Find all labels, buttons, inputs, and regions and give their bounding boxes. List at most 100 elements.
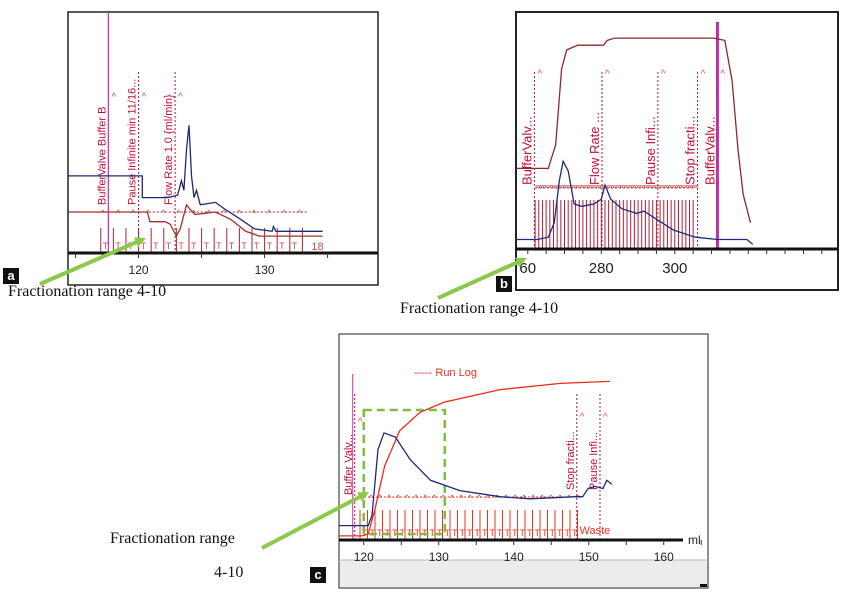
caret-mark: ^ <box>623 184 627 193</box>
caret-mark: ^ <box>548 184 552 193</box>
fraction-label: T <box>415 528 421 538</box>
fraction-label: T <box>505 528 511 538</box>
caret-mark: ^ <box>656 184 660 193</box>
caret-mark: ^ <box>689 184 693 193</box>
caret-mark: ^ <box>682 184 686 193</box>
caret-mark: ^ <box>629 184 633 193</box>
event-label: Flow Rate 1.0 {ml/min} <box>163 94 175 205</box>
caret-mark: ^ <box>588 184 592 193</box>
caret-mark: ^ <box>504 493 509 503</box>
event-label: Pause Infi... <box>588 432 600 490</box>
panel-frame <box>515 11 839 291</box>
uv-trace <box>516 159 754 245</box>
fraction-label: T <box>482 528 488 538</box>
caret-mark: ^ <box>616 184 620 193</box>
caret-mark: ^ <box>552 184 556 193</box>
caret-mark: ^ <box>405 493 410 503</box>
caret-mark: ^ <box>658 184 662 193</box>
x-tick-label: 300 <box>662 260 687 277</box>
caret-mark: ^ <box>618 184 622 193</box>
event-caret: ^ <box>720 69 725 80</box>
scrollbar-track <box>340 560 707 587</box>
caret-mark: ^ <box>587 184 591 193</box>
caret-mark: ^ <box>579 184 583 193</box>
caret-mark: ^ <box>572 184 576 193</box>
caret-mark: ^ <box>621 184 625 193</box>
caret-mark: ^ <box>610 184 614 193</box>
caret-mark: ^ <box>561 184 565 193</box>
plot-area: TTTTTTTTTTTTTTTT^^^^^^^^^^^^^^18BufferVa… <box>68 12 324 253</box>
fraction-label: T <box>254 241 260 251</box>
plot-area: T T T T T T T T T T T T T T T T T T T T T T T T T T T T T^ ^ ^ ^ ^ ^ ^ ^ ^ ^ ^… <box>339 374 708 587</box>
caret-mark: ^ <box>369 493 374 503</box>
x-tick-label: 120 <box>354 550 374 564</box>
caret-mark: ^ <box>565 184 569 193</box>
panel-frame <box>67 11 379 286</box>
caret-mark: ^ <box>664 184 668 193</box>
pointer-arrow <box>437 259 521 300</box>
fraction-label: T <box>527 528 533 538</box>
resize-grip <box>700 584 707 587</box>
caret-mark: ^ <box>625 184 629 193</box>
fraction-count: 18 <box>311 241 323 253</box>
caret-mark: ^ <box>592 184 596 193</box>
panel-label-a: a <box>3 268 19 284</box>
event-caret: ^ <box>701 69 706 80</box>
caret-mark: ^ <box>378 493 383 503</box>
caret-mark: ^ <box>645 184 649 193</box>
caret-mark: ^ <box>620 184 624 193</box>
fraction-label: T <box>153 241 159 251</box>
caret-mark: ^ <box>577 184 581 193</box>
caret-mark: ^ <box>585 184 589 193</box>
caret-mark: ^ <box>541 184 545 193</box>
caret-mark: ^ <box>297 208 302 218</box>
caret-mark: ^ <box>680 184 684 193</box>
caret-mark: ^ <box>576 493 581 503</box>
panel-label-b: b <box>496 276 512 292</box>
fraction-label: T <box>292 241 298 251</box>
caret-mark: ^ <box>495 493 500 503</box>
caret-mark: ^ <box>535 184 539 193</box>
x-tick-label: 60 <box>519 260 536 277</box>
caption-a: Fractionation range 4-10 <box>8 283 167 300</box>
event-label: BufferValv... <box>702 116 717 185</box>
caret-mark: ^ <box>131 208 136 218</box>
fractionation-range-box <box>362 408 446 536</box>
fraction-label: T <box>103 241 109 251</box>
event-label: Flow Rate ... <box>587 112 602 185</box>
event-caret: ^ <box>661 69 666 80</box>
caret-mark: ^ <box>550 184 554 193</box>
event-label: Pause Infi... <box>643 116 658 185</box>
event-caret: ^ <box>358 417 363 428</box>
fraction-label: T <box>166 241 172 251</box>
caption-b: Fractionation range 4-10 <box>400 300 559 317</box>
caret-mark: ^ <box>678 184 682 193</box>
caret-mark: ^ <box>432 493 437 503</box>
caret-mark: ^ <box>477 493 482 503</box>
caret-mark: ^ <box>609 184 613 193</box>
caret-mark: ^ <box>396 493 401 503</box>
event-caret: ^ <box>111 92 116 103</box>
caret-mark: ^ <box>459 493 464 503</box>
caret-mark: ^ <box>583 184 587 193</box>
x-tick-label: 140 <box>504 550 524 564</box>
event-label: Stop fracti... <box>565 431 577 490</box>
fraction-label: T <box>204 241 210 251</box>
caret-mark: ^ <box>686 184 690 193</box>
fraction-label: T <box>430 528 436 538</box>
event-caret: ^ <box>603 412 608 423</box>
caret-mark: ^ <box>537 184 541 193</box>
caret-mark: ^ <box>614 184 618 193</box>
caret-mark: ^ <box>640 184 644 193</box>
caret-mark: ^ <box>693 184 697 193</box>
x-tick-label: 280 <box>589 260 614 277</box>
caret-mark: ^ <box>631 184 635 193</box>
caret-mark: ^ <box>673 184 677 193</box>
caret-mark: ^ <box>568 184 572 193</box>
caption-c-line2: 4-10 <box>214 564 244 581</box>
caret-mark: ^ <box>161 208 166 218</box>
caret-mark: ^ <box>387 493 392 503</box>
caret-mark: ^ <box>559 184 563 193</box>
panel-label-c: c <box>310 567 326 583</box>
